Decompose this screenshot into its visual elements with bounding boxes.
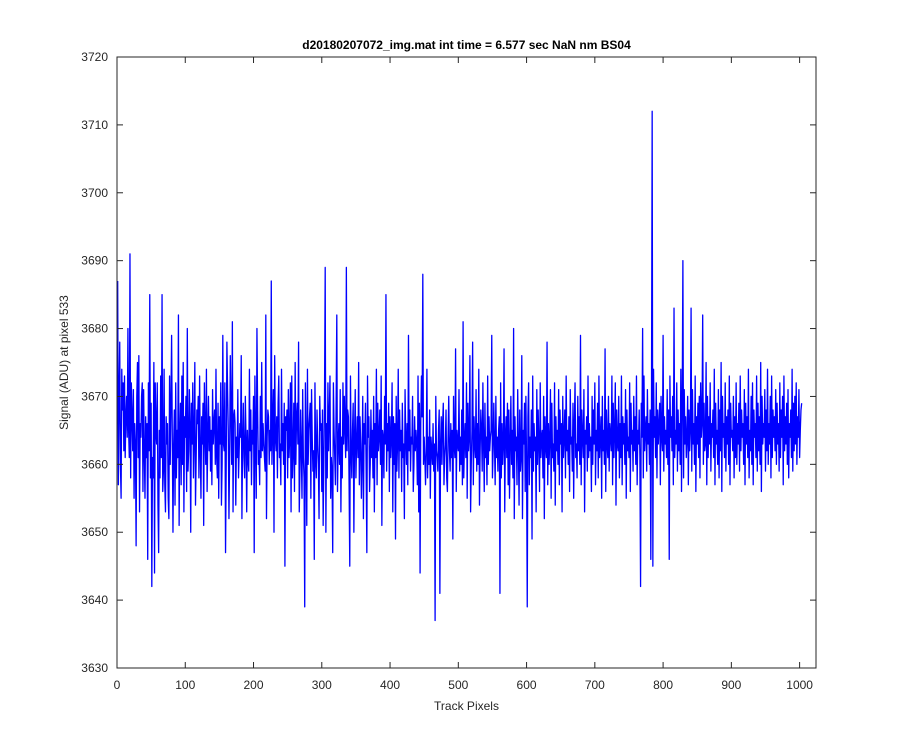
y-tick-label: 3710 (81, 118, 108, 132)
plot-area (117, 57, 816, 668)
x-tick-label: 600 (517, 678, 537, 692)
x-tick-label: 1000 (786, 678, 813, 692)
chart-title: d20180207072_img.mat int time = 6.577 se… (302, 38, 631, 52)
x-tick-label: 400 (380, 678, 400, 692)
axes-box (116, 56, 817, 669)
y-tick-label: 3640 (81, 593, 108, 607)
x-tick-label: 0 (114, 678, 121, 692)
y-tick-label: 3660 (81, 457, 108, 471)
x-tick-label: 800 (653, 678, 673, 692)
data-layer (117, 110, 803, 622)
x-tick-label: 900 (721, 678, 741, 692)
axes-layer: 0 100 200 300 400 500 600 700 800 900 1000 3630 3640… (81, 50, 817, 692)
x-tick-label: 100 (175, 678, 195, 692)
y-tick-label: 3690 (81, 254, 108, 268)
x-tick-label: 300 (312, 678, 332, 692)
y-tick-label: 3650 (81, 525, 108, 539)
y-tick-label: 3720 (81, 50, 108, 64)
y-tick-label: 3670 (81, 389, 108, 403)
y-tick-label: 3700 (81, 186, 108, 200)
y-axis-label: Signal (ADU) at pixel 533 (57, 295, 71, 430)
series-line-0 (117, 110, 803, 622)
x-tick-label: 500 (448, 678, 468, 692)
y-tick-label: 3630 (81, 661, 108, 675)
x-axis-label: Track Pixels (434, 699, 499, 713)
y-tick-label: 3680 (81, 322, 108, 336)
x-tick-label: 700 (585, 678, 605, 692)
x-tick-label: 200 (244, 678, 264, 692)
